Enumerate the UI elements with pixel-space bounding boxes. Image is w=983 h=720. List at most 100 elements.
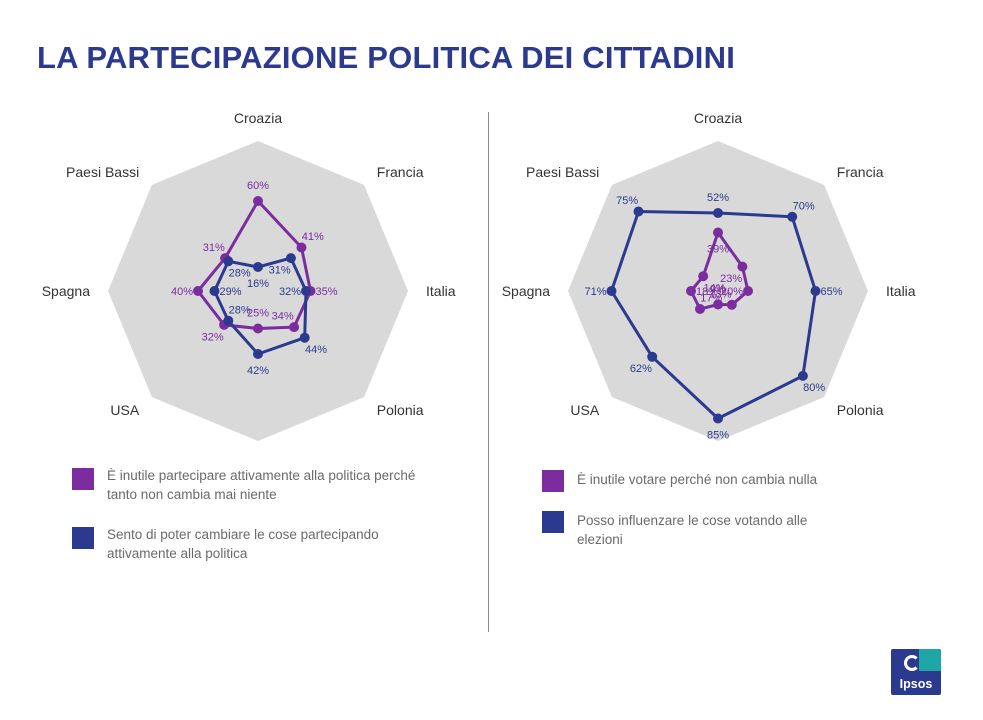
axis-label-paesi-bassi: Paesi Bassi [526, 164, 599, 180]
data-point-usa [695, 304, 705, 314]
data-point-polonia [797, 370, 808, 381]
data-label-paesi-bassi: 75% [616, 195, 638, 207]
data-label-spagna: 40% [171, 286, 193, 298]
data-point-svezia [713, 413, 723, 424]
axis-label-svezia: Svezia [697, 457, 739, 460]
data-label-croazia: 16% [247, 278, 269, 290]
data-point-croazia [253, 196, 263, 206]
data-point-croazia [713, 208, 723, 218]
data-label-croazia: 52% [707, 192, 729, 204]
radar-background [108, 141, 408, 441]
data-label-usa: 62% [630, 363, 652, 375]
legend-swatch-purple [72, 468, 94, 490]
data-label-spagna: 18% [696, 286, 718, 298]
axis-label-spagna: Spagna [502, 283, 550, 299]
data-label-croazia: 60% [247, 180, 269, 192]
data-point-paesi-bassi [223, 256, 234, 267]
legend-item-right-2: Posso influenzare le cose votando alle e… [542, 511, 942, 551]
data-point-spagna [686, 286, 696, 296]
data-label-francia: 31% [269, 264, 291, 276]
axis-label-paesi-bassi: Paesi Bassi [66, 164, 139, 180]
data-point-italia [810, 286, 821, 296]
axis-label-usa: USA [570, 402, 599, 418]
data-point-paesi-bassi [633, 206, 644, 217]
data-point-polonia [299, 332, 310, 343]
data-label-francia: 23% [720, 273, 742, 285]
data-point-usa [647, 351, 658, 362]
data-point-svezia [253, 323, 263, 334]
data-label-croazia: 39% [707, 244, 729, 256]
axis-label-italia: Italia [426, 283, 456, 299]
logo-text: Ipsos [899, 677, 933, 691]
legend-swatch-purple [542, 470, 564, 492]
data-label-polonia: 13% [709, 289, 731, 301]
data-label-svezia: 42% [247, 365, 269, 377]
radar-chart-left: Croazia Francia Italia Polonia Svezia USA Spag… [42, 110, 456, 460]
axis-label-spagna: Spagna [42, 283, 90, 299]
data-point-usa [223, 315, 234, 326]
legend-left: È inutile partecipare attivamente alla p… [72, 466, 472, 576]
legend-item-left-2: Sento di poter cambiare le cose partecip… [72, 525, 472, 565]
data-label-francia: 41% [302, 231, 324, 243]
axis-label-italia: Italia [886, 283, 916, 299]
data-label-svezia: 25% [247, 308, 269, 320]
axis-label-francia: Francia [377, 164, 424, 180]
radar-chart-right: Croazia Francia Italia Polonia Svezia USA Spag… [502, 110, 916, 460]
axis-label-croazia: Croazia [694, 110, 742, 126]
data-label-paesi-bassi: 14% [703, 283, 725, 295]
data-point-francia [296, 242, 307, 253]
data-point-italia [301, 286, 311, 296]
data-label-italia: 35% [315, 286, 337, 298]
data-point-italia [743, 286, 753, 296]
legend-label: Posso influenzare le cose votando alle e… [577, 513, 808, 547]
data-label-svezia: 9% [710, 284, 726, 296]
data-point-francia [737, 261, 748, 272]
legend-right: È inutile votare perché non cambia nulla… [542, 470, 942, 570]
data-label-polonia: 34% [272, 311, 294, 323]
legend-label: Sento di poter cambiare le cose partecip… [107, 527, 379, 561]
data-label-paesi-bassi: 28% [229, 268, 251, 280]
ipsos-logo: Ipsos [891, 649, 941, 695]
legend-item-right-1: È inutile votare perché non cambia nulla [542, 470, 942, 495]
legend-swatch-blue [72, 527, 94, 549]
axis-label-usa: USA [110, 402, 139, 418]
data-point-svezia [713, 299, 723, 310]
data-point-francia [787, 211, 798, 222]
data-label-polonia: 80% [803, 382, 825, 394]
page-title: LA PARTECIPAZIONE POLITICA DEI CITTADINI [37, 40, 736, 75]
axis-label-svezia: Svezia [237, 457, 279, 460]
axis-label-polonia: Polonia [377, 402, 424, 418]
data-point-croazia [713, 227, 723, 238]
ipsos-logo-icon [904, 655, 920, 671]
data-label-italia: 32% [279, 286, 301, 298]
axis-label-croazia: Croazia [234, 110, 282, 126]
data-point-polonia [289, 322, 300, 333]
logo-accent [919, 649, 941, 671]
data-point-spagna [606, 286, 617, 296]
data-label-usa: 32% [202, 331, 224, 343]
data-label-usa: 17% [700, 293, 722, 305]
data-point-spagna [209, 286, 220, 296]
data-point-croazia [253, 262, 263, 272]
data-point-francia [285, 253, 296, 264]
data-point-spagna [193, 286, 203, 296]
data-label-polonia: 44% [305, 344, 327, 356]
data-label-paesi-bassi: 31% [203, 242, 225, 254]
legend-item-left-1: È inutile partecipare attivamente alla p… [72, 466, 472, 506]
data-label-italia: 20% [721, 286, 743, 298]
data-label-usa: 28% [229, 304, 251, 316]
data-label-svezia: 85% [707, 430, 729, 442]
legend-swatch-blue [542, 511, 564, 533]
vertical-divider [488, 112, 489, 632]
data-label-francia: 70% [793, 200, 815, 212]
data-point-svezia [253, 349, 263, 359]
data-label-italia: 65% [820, 286, 842, 298]
data-label-spagna: 29% [219, 286, 241, 298]
data-label-spagna: 71% [584, 286, 606, 298]
data-point-paesi-bassi [698, 271, 709, 282]
legend-label: È inutile partecipare attivamente alla p… [107, 468, 416, 502]
axis-label-polonia: Polonia [837, 402, 884, 418]
legend-label: È inutile votare perché non cambia nulla [577, 472, 818, 487]
axis-label-francia: Francia [837, 164, 884, 180]
data-point-polonia [726, 299, 737, 310]
